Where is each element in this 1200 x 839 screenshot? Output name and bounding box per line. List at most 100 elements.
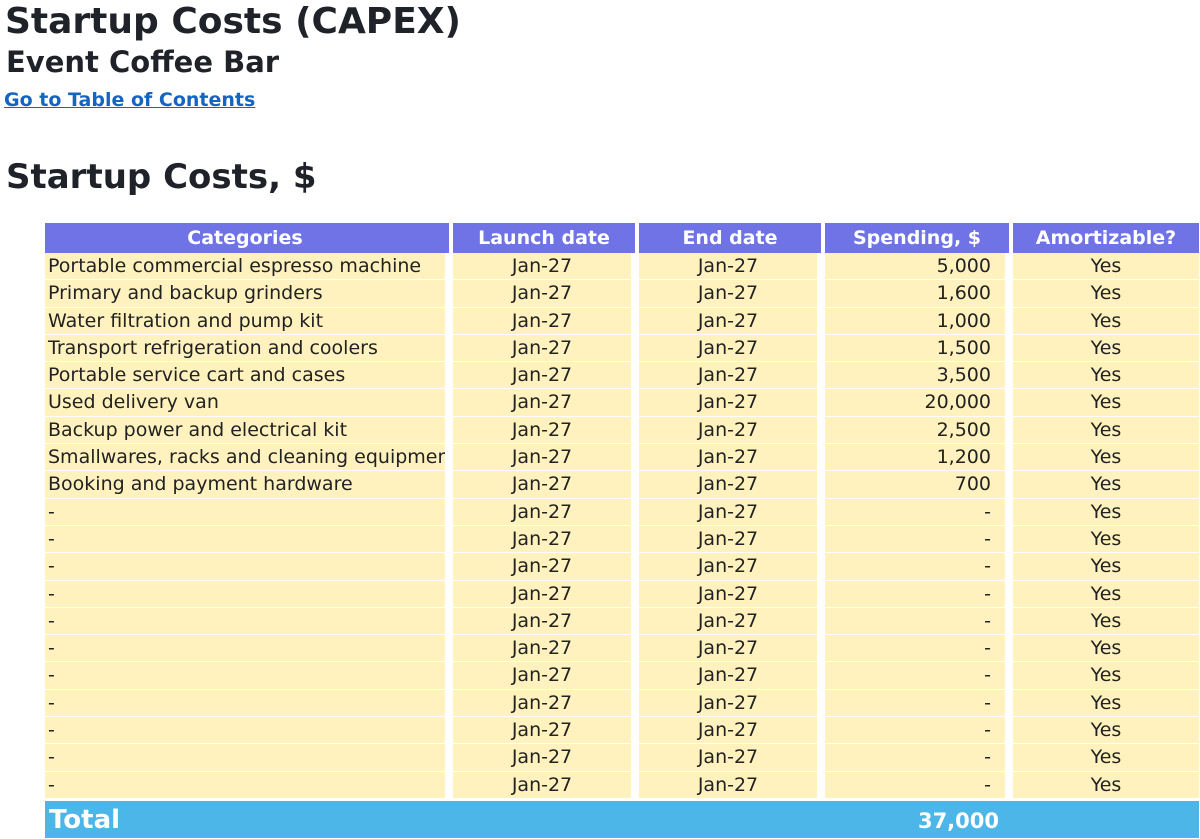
spending-cell[interactable]: 1,000 <box>825 307 1013 335</box>
amortizable-cell[interactable]: Yes <box>1013 334 1199 363</box>
end-date-cell[interactable]: Jan-27 <box>639 471 825 499</box>
launch-date-cell[interactable]: Jan-27 <box>453 362 639 390</box>
category-cell[interactable]: - <box>45 553 453 581</box>
category-cell[interactable]: Booking and payment hardware <box>45 471 453 499</box>
category-cell[interactable]: - <box>45 580 453 608</box>
launch-date-cell[interactable]: Jan-27 <box>453 553 639 581</box>
category-cell[interactable]: - <box>45 689 453 718</box>
end-date-cell[interactable]: Jan-27 <box>639 635 825 663</box>
amortizable-cell[interactable]: Yes <box>1013 280 1199 308</box>
table-of-contents-link[interactable]: Go to Table of Contents <box>4 89 256 111</box>
end-date-cell[interactable]: Jan-27 <box>639 553 825 581</box>
end-date-cell[interactable]: Jan-27 <box>639 717 825 745</box>
spending-cell[interactable]: - <box>825 771 1013 799</box>
amortizable-cell[interactable]: Yes <box>1013 771 1199 799</box>
spending-cell[interactable]: - <box>825 662 1013 690</box>
spending-cell[interactable]: - <box>825 689 1013 718</box>
category-cell[interactable]: - <box>45 607 453 636</box>
spending-cell[interactable]: - <box>825 635 1013 663</box>
category-cell[interactable]: Portable service cart and cases <box>45 362 453 390</box>
category-cell[interactable]: - <box>45 662 453 690</box>
end-date-cell[interactable]: Jan-27 <box>639 253 825 281</box>
launch-date-cell[interactable]: Jan-27 <box>453 689 639 718</box>
launch-date-cell[interactable]: Jan-27 <box>453 580 639 608</box>
launch-date-cell[interactable]: Jan-27 <box>453 498 639 526</box>
end-date-cell[interactable]: Jan-27 <box>639 607 825 636</box>
category-cell[interactable]: Primary and backup grinders <box>45 280 453 308</box>
category-cell[interactable]: - <box>45 635 453 663</box>
launch-date-cell[interactable]: Jan-27 <box>453 717 639 745</box>
end-date-cell[interactable]: Jan-27 <box>639 416 825 445</box>
spending-cell[interactable]: 2,500 <box>825 416 1013 445</box>
category-cell[interactable]: Backup power and electrical kit <box>45 416 453 445</box>
amortizable-cell[interactable]: Yes <box>1013 389 1199 417</box>
end-date-cell[interactable]: Jan-27 <box>639 498 825 526</box>
amortizable-cell[interactable]: Yes <box>1013 253 1199 281</box>
spending-cell[interactable]: 5,000 <box>825 253 1013 281</box>
spending-cell[interactable]: - <box>825 607 1013 636</box>
amortizable-cell[interactable]: Yes <box>1013 525 1199 554</box>
end-date-cell[interactable]: Jan-27 <box>639 744 825 772</box>
amortizable-cell[interactable]: Yes <box>1013 444 1199 472</box>
spending-cell[interactable]: - <box>825 580 1013 608</box>
category-cell[interactable]: - <box>45 498 453 526</box>
launch-date-cell[interactable]: Jan-27 <box>453 607 639 636</box>
end-date-cell[interactable]: Jan-27 <box>639 307 825 335</box>
spending-cell[interactable]: - <box>825 717 1013 745</box>
amortizable-cell[interactable]: Yes <box>1013 607 1199 636</box>
end-date-cell[interactable]: Jan-27 <box>639 662 825 690</box>
spending-cell[interactable]: 1,200 <box>825 444 1013 472</box>
launch-date-cell[interactable]: Jan-27 <box>453 444 639 472</box>
amortizable-cell[interactable]: Yes <box>1013 471 1199 499</box>
launch-date-cell[interactable]: Jan-27 <box>453 253 639 281</box>
launch-date-cell[interactable]: Jan-27 <box>453 662 639 690</box>
end-date-cell[interactable]: Jan-27 <box>639 689 825 718</box>
end-date-cell[interactable]: Jan-27 <box>639 362 825 390</box>
launch-date-cell[interactable]: Jan-27 <box>453 389 639 417</box>
category-cell[interactable]: - <box>45 525 453 554</box>
end-date-cell[interactable]: Jan-27 <box>639 444 825 472</box>
category-cell[interactable]: - <box>45 717 453 745</box>
end-date-cell[interactable]: Jan-27 <box>639 771 825 799</box>
launch-date-cell[interactable]: Jan-27 <box>453 525 639 554</box>
amortizable-cell[interactable]: Yes <box>1013 498 1199 526</box>
end-date-cell[interactable]: Jan-27 <box>639 525 825 554</box>
amortizable-cell[interactable]: Yes <box>1013 307 1199 335</box>
amortizable-cell[interactable]: Yes <box>1013 689 1199 718</box>
category-cell[interactable]: - <box>45 771 453 799</box>
amortizable-cell[interactable]: Yes <box>1013 416 1199 445</box>
launch-date-cell[interactable]: Jan-27 <box>453 334 639 363</box>
spending-cell[interactable]: 3,500 <box>825 362 1013 390</box>
launch-date-cell[interactable]: Jan-27 <box>453 471 639 499</box>
category-cell[interactable]: Transport refrigeration and coolers <box>45 334 453 363</box>
category-cell[interactable]: - <box>45 744 453 772</box>
launch-date-cell[interactable]: Jan-27 <box>453 771 639 799</box>
end-date-cell[interactable]: Jan-27 <box>639 389 825 417</box>
amortizable-cell[interactable]: Yes <box>1013 362 1199 390</box>
launch-date-cell[interactable]: Jan-27 <box>453 744 639 772</box>
amortizable-cell[interactable]: Yes <box>1013 717 1199 745</box>
category-cell[interactable]: Smallwares, racks and cleaning equipment <box>45 444 453 472</box>
spending-cell[interactable]: - <box>825 744 1013 772</box>
spending-cell[interactable]: 700 <box>825 471 1013 499</box>
amortizable-cell[interactable]: Yes <box>1013 744 1199 772</box>
spending-cell[interactable]: - <box>825 553 1013 581</box>
spending-cell[interactable]: 1,600 <box>825 280 1013 308</box>
spending-cell[interactable]: - <box>825 525 1013 554</box>
spending-cell[interactable]: 1,500 <box>825 334 1013 363</box>
amortizable-cell[interactable]: Yes <box>1013 553 1199 581</box>
spending-cell[interactable]: - <box>825 498 1013 526</box>
amortizable-cell[interactable]: Yes <box>1013 635 1199 663</box>
amortizable-cell[interactable]: Yes <box>1013 662 1199 690</box>
end-date-cell[interactable]: Jan-27 <box>639 580 825 608</box>
category-cell[interactable]: Used delivery van <box>45 389 453 417</box>
launch-date-cell[interactable]: Jan-27 <box>453 307 639 335</box>
amortizable-cell[interactable]: Yes <box>1013 580 1199 608</box>
end-date-cell[interactable]: Jan-27 <box>639 280 825 308</box>
end-date-cell[interactable]: Jan-27 <box>639 334 825 363</box>
category-cell[interactable]: Portable commercial espresso machine <box>45 253 453 281</box>
launch-date-cell[interactable]: Jan-27 <box>453 416 639 445</box>
launch-date-cell[interactable]: Jan-27 <box>453 635 639 663</box>
category-cell[interactable]: Water filtration and pump kit <box>45 307 453 335</box>
spending-cell[interactable]: 20,000 <box>825 389 1013 417</box>
